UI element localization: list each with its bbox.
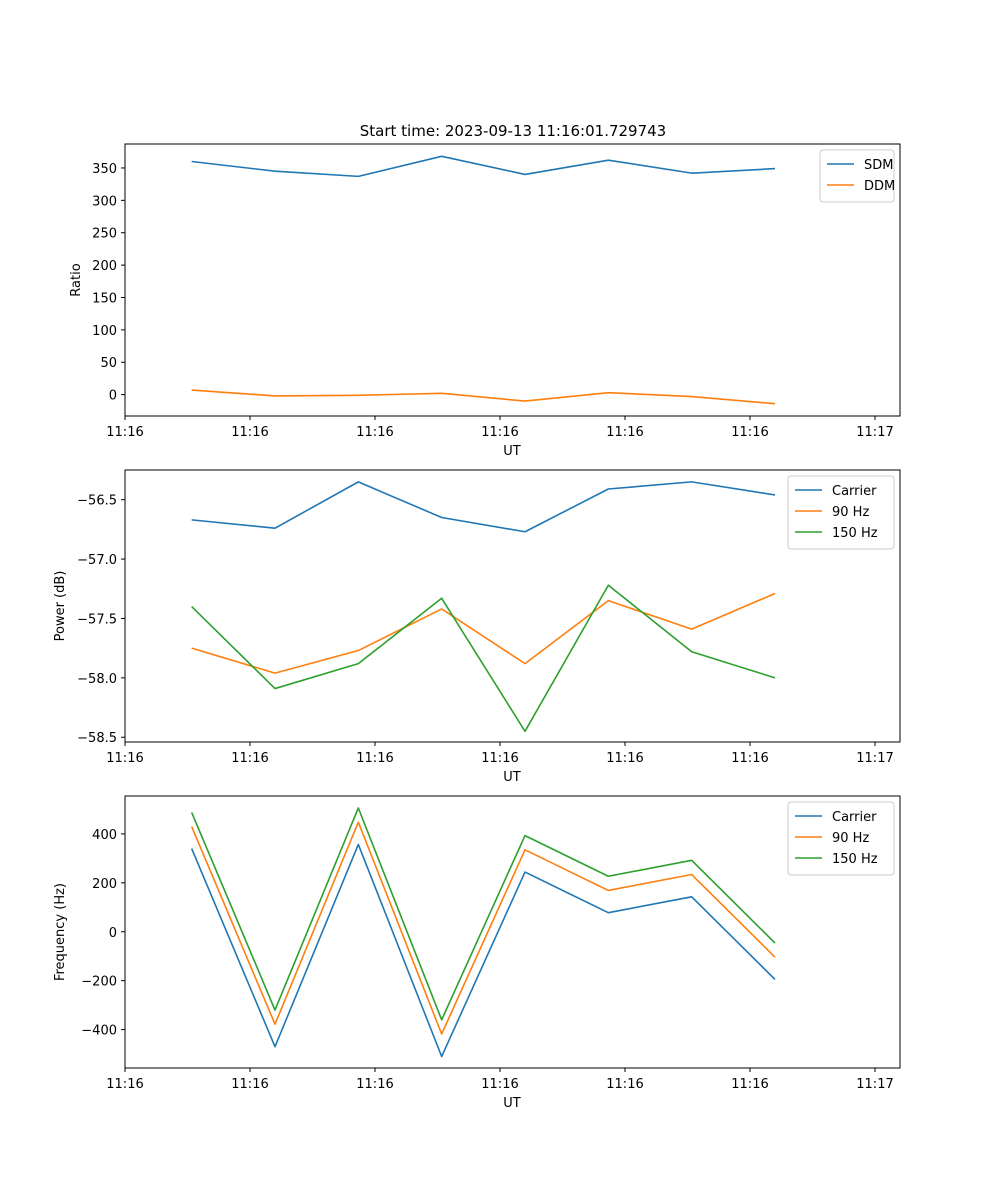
x-tick-label: 11:16: [731, 751, 768, 766]
series-line-150-hz: [190, 807, 776, 1021]
y-axis-label: Power (dB): [53, 571, 68, 642]
series-line-150-hz: [191, 584, 776, 733]
x-tick-label: 11:16: [106, 751, 143, 766]
series-line-sdm: [191, 155, 776, 178]
legend-box: [787, 801, 895, 876]
y-tick-label: −400: [81, 1024, 117, 1039]
x-axis-label: UT: [503, 1096, 521, 1111]
x-tick-label: 11:16: [481, 425, 518, 440]
chart-panel-2: 11:16 11:16 11:16 11:16 11:16 11:16 11:17 UT −58…: [53, 469, 901, 785]
legend-entry: 90 Hz: [832, 831, 869, 846]
y-tick-label: 400: [92, 828, 117, 843]
y-tick-label: 150: [92, 291, 117, 306]
x-tick-label: 11:16: [106, 425, 143, 440]
series-line-carrier: [191, 481, 776, 533]
legend-entry: 150 Hz: [832, 526, 878, 541]
y-tick-label: 0: [109, 926, 117, 941]
legend: SDM DDM: [819, 149, 895, 203]
y-tick-label: 350: [92, 162, 117, 177]
x-tick-label: 11:16: [731, 1077, 768, 1092]
legend-entry: DDM: [864, 179, 895, 194]
x-axis-label: UT: [503, 770, 521, 785]
legend-box: [819, 149, 895, 203]
chart-panel-3: 11:16 11:16 11:16 11:16 11:16 11:16 11:17 UT −40…: [53, 795, 901, 1111]
x-tick-label: 11:16: [231, 751, 268, 766]
legend-box: [787, 475, 895, 550]
x-tick-label: 11:17: [856, 1077, 893, 1092]
x-tick-label: 11:16: [481, 1077, 518, 1092]
y-tick-label: 200: [92, 259, 117, 274]
x-tick-label: 11:16: [606, 1077, 643, 1092]
x-tick-label: 11:17: [856, 425, 893, 440]
y-tick-label: 250: [92, 227, 117, 242]
y-tick-label: −57.0: [77, 553, 117, 568]
axes-frame: [124, 469, 901, 743]
y-tick-label: −57.5: [77, 612, 117, 627]
chart-panel-1: 11:16 11:16 11:16 11:16 11:16 11:16 11:17 UT 0 50…: [69, 143, 901, 459]
y-axis-label: Frequency (Hz): [53, 883, 68, 981]
x-tick-label: 11:16: [356, 1077, 393, 1092]
y-tick-label: −56.5: [77, 494, 117, 509]
y-tick-label: 0: [109, 389, 117, 404]
legend-entry: SDM: [864, 158, 893, 173]
y-tick-label: 100: [92, 324, 117, 339]
figure-title: Start time: 2023-09-13 11:16:01.729743: [360, 122, 666, 140]
x-tick-label: 11:16: [731, 425, 768, 440]
x-tick-label: 11:16: [106, 1077, 143, 1092]
series-line-90-hz: [191, 592, 776, 674]
y-tick-label: 50: [100, 356, 117, 371]
y-axis-label: Ratio: [69, 263, 84, 296]
x-tick-label: 11:16: [356, 425, 393, 440]
x-tick-label: 11:17: [856, 751, 893, 766]
y-tick-label: −58.0: [77, 672, 117, 687]
legend: Carrier 90 Hz 150 Hz: [787, 801, 895, 876]
x-tick-label: 11:16: [231, 1077, 268, 1092]
x-tick-label: 11:16: [231, 425, 268, 440]
y-tick-label: 300: [92, 194, 117, 209]
x-tick-label: 11:16: [481, 751, 518, 766]
legend: Carrier 90 Hz 150 Hz: [787, 475, 895, 550]
y-tick-label: −200: [81, 975, 117, 990]
legend-entry: Carrier: [832, 810, 877, 825]
legend-entry: 90 Hz: [832, 505, 869, 520]
axes-frame: [124, 143, 901, 417]
y-tick-label: −58.5: [77, 731, 117, 746]
series-line-90-hz: [190, 821, 776, 1035]
x-tick-label: 11:16: [606, 751, 643, 766]
x-tick-label: 11:16: [606, 425, 643, 440]
x-tick-label: 11:16: [356, 751, 393, 766]
series-line-carrier: [190, 843, 776, 1058]
legend-entry: 150 Hz: [832, 852, 878, 867]
series-line-ddm: [191, 389, 776, 405]
x-axis-label: UT: [503, 444, 521, 459]
legend-entry: Carrier: [832, 484, 877, 499]
y-tick-label: 200: [92, 877, 117, 892]
